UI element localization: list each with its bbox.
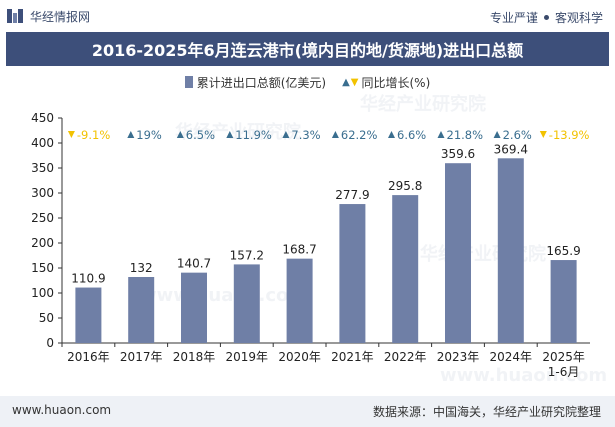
x-tick-label: 2021年 [331,350,374,364]
triangle-down-icon: ▼ [350,76,359,88]
tagline-right: 客观科学 [554,11,603,25]
x-tick-label: 2019年 [226,350,269,364]
y-tick-label: 150 [31,261,54,275]
footer: www.huaon.com 数据来源：中国海关，华经产业研究院整理 [0,396,615,427]
legend-bar-label: 累计进出口总额(亿美元) [196,75,327,90]
bar [75,287,102,343]
watermark-brand: 华经产业研究院 [175,122,301,143]
triangle-up-icon [388,131,395,138]
bar-value-label: 110.9 [71,272,105,286]
growth-label: 11.9% [235,128,272,142]
growth-label: 62.2% [341,128,378,142]
x-tick-label: 2024年 [490,350,533,364]
triangle-up-icon [437,131,445,138]
growth-label: 2.6% [503,128,532,142]
watermark-site: www.huaon.com [440,365,608,386]
x-tick-label: 2023年 [437,350,480,364]
legend-growth-label: 同比增长(%) [361,75,431,90]
chart-title: 2016-2025年6月连云港市(境内目的地/货源地)进出口总额 [6,32,609,66]
tagline-dot [543,15,549,20]
growth-label: -13.9% [549,128,590,142]
triangle-up-icon [282,131,290,138]
brand-name: 华经情报网 [30,9,91,24]
legend-bar-swatch [184,76,193,88]
bar [550,260,577,343]
x-tick-label: 2016年 [67,350,110,364]
y-tick-label: 300 [31,186,54,200]
bar [445,163,471,343]
legend: 累计进出口总额(亿美元) ▲ ▼ 同比增长(%) [0,72,615,92]
y-tick-label: 0 [46,336,54,350]
bar [339,204,366,343]
triangle-up-icon [226,131,234,138]
bar-value-label: 359.6 [441,147,475,161]
x-tick-label: 2017年 [120,350,163,364]
triangle-up-icon [176,131,184,138]
bar-value-label: 369.4 [494,142,528,156]
bar-value-label: 140.7 [177,257,211,271]
bar [181,272,207,343]
triangle-up-icon: ▲ [342,76,350,88]
x-tick-label: 2022年 [384,350,427,364]
bar-value-label: 165.9 [546,244,580,258]
y-tick-label: 200 [31,236,54,250]
bar [233,264,260,343]
growth-label: 21.8% [447,128,484,142]
bar-value-label: 168.7 [282,243,316,257]
y-tick-label: 50 [39,311,54,325]
growth-label: 6.5% [186,128,215,142]
x-tick-label: 2025年 [542,350,585,364]
huajing-logo-icon [7,9,23,23]
triangle-down-icon [67,131,75,138]
growth-label: 7.3% [291,128,320,142]
growth-label: -9.1% [77,128,110,142]
bar-value-label: 295.8 [388,179,422,193]
bar-value-label: 157.2 [230,248,264,262]
growth-label: 6.6% [397,128,426,142]
brand[interactable]: 华经情报网 [6,7,90,25]
bar-value-label: 277.9 [335,188,369,202]
triangle-up-icon [127,131,135,138]
header-bar: 华经情报网 专业严谨 客观科学 [0,0,615,30]
y-tick-label: 450 [31,111,54,125]
bar-chart: 0 50 100 150 200 250 300 350 400 450 110.9 2016年 -9.… [31,111,590,379]
footer-site-link[interactable]: www.huaon.com [12,403,112,417]
triangle-up-icon [493,131,501,138]
x-tick-label: 2020年 [278,350,321,364]
legend-item-bars: 累计进出口总额(亿美元) [184,74,327,91]
bar-value-label: 132 [130,261,153,275]
y-tick-label: 350 [31,161,54,175]
footer-source: 数据来源：中国海关，华经产业研究院整理 [372,405,601,419]
bar [497,158,524,343]
triangle-down-icon [539,131,547,138]
legend-item-growth: ▲ ▼ 同比增长(%) [342,74,430,91]
bar [286,258,313,343]
triangle-up-icon [331,131,339,138]
watermark-brand: 华经产业研究院 [360,94,486,115]
growth-label: 19% [136,128,162,142]
y-tick-label: 100 [31,286,54,300]
tagline: 专业严谨 客观科学 [490,9,603,26]
x-tick-label: 1-6月 [548,365,580,379]
y-tick-label: 400 [31,136,54,150]
bar [128,277,155,343]
x-tick-label: 2018年 [173,350,216,364]
bar [392,195,419,343]
tagline-left: 专业严谨 [489,11,538,25]
y-tick-label: 250 [31,211,54,225]
